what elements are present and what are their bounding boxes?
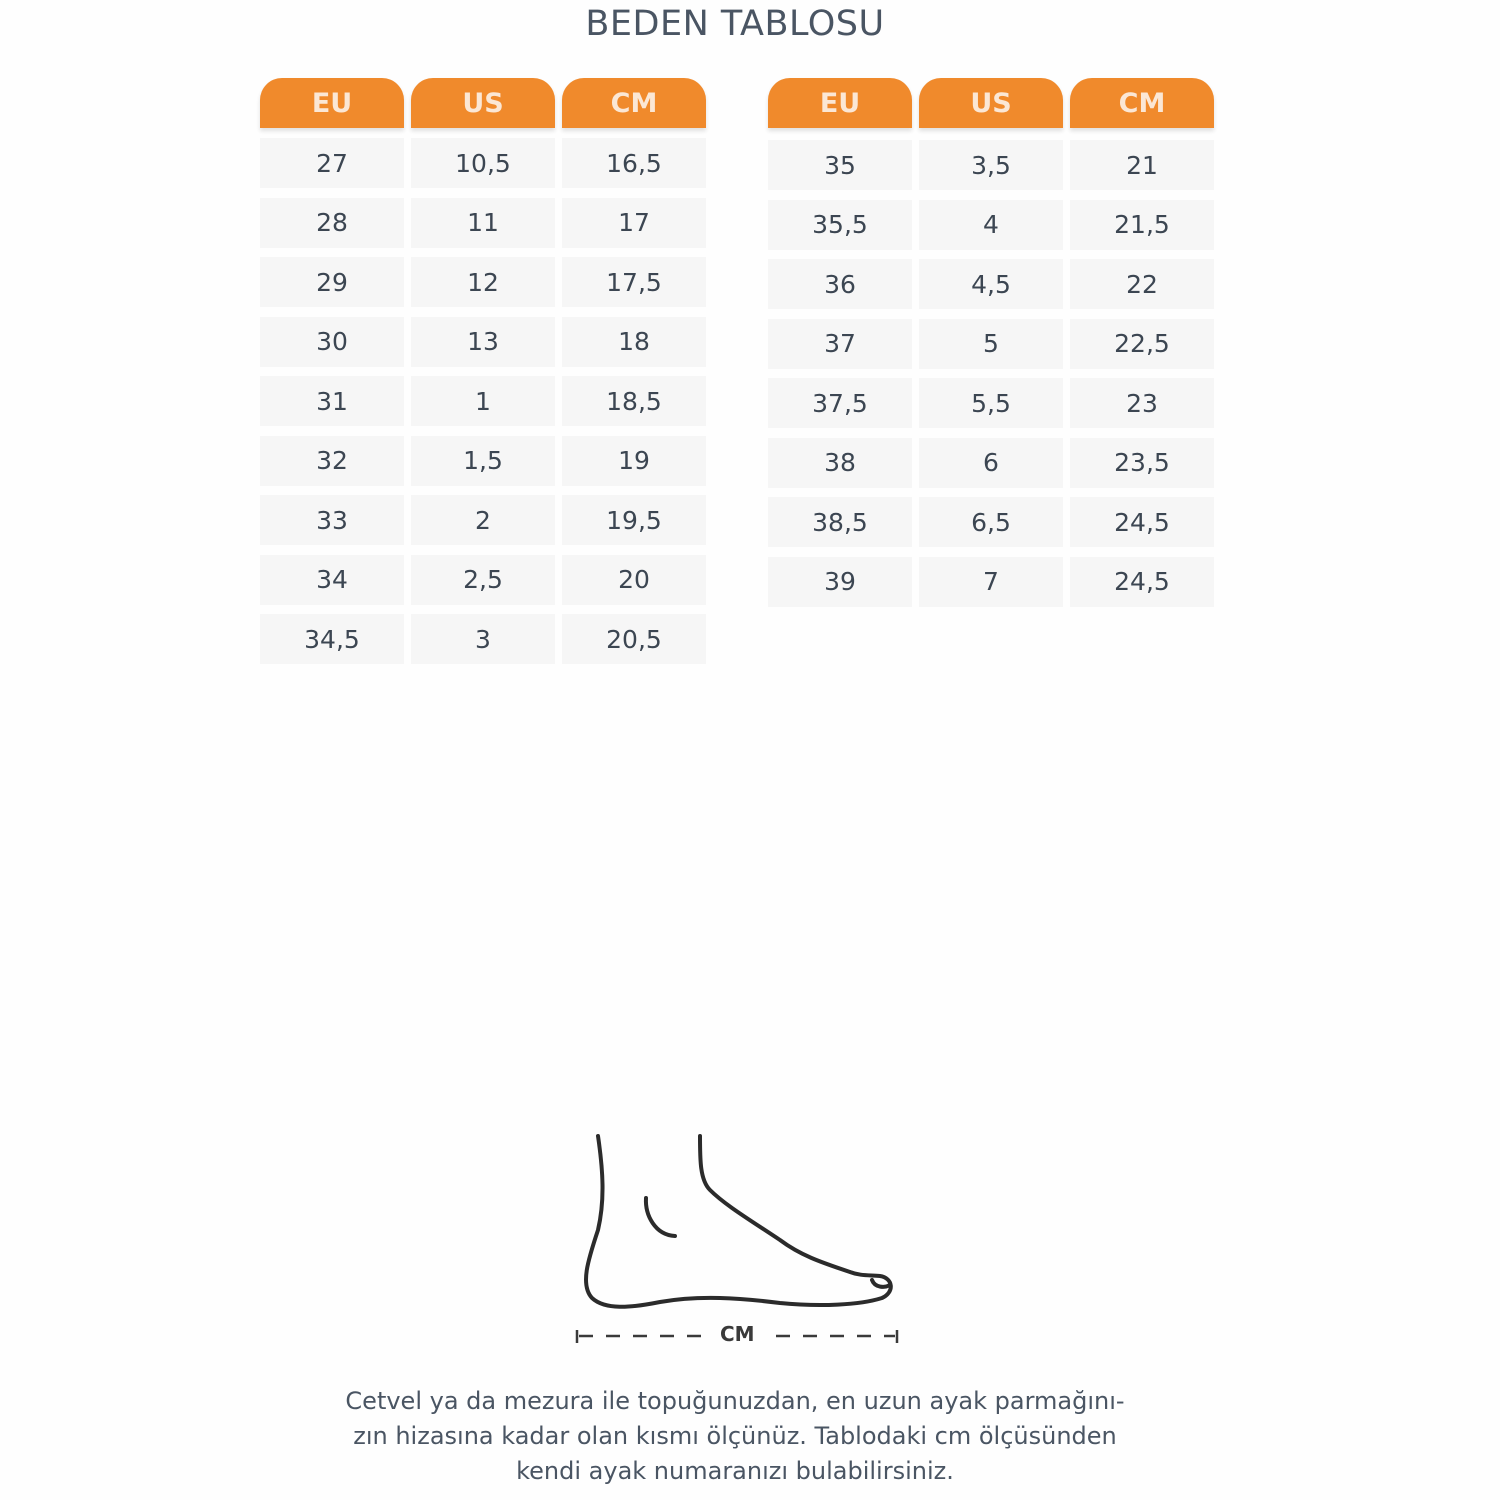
cell-cm: 18,5 [562,376,706,426]
cell-cm: 22 [1070,259,1214,309]
cell-cm: 21,5 [1070,199,1214,250]
cell-us: 2 [411,495,555,545]
cell-cm: 18 [562,316,706,367]
cell-us: 13 [411,316,555,367]
cell-eu: 36 [768,259,912,309]
measure-label: CM [720,1322,755,1346]
header-eu: EU [768,78,912,128]
cell-us: 4 [919,199,1063,250]
cell-eu: 35 [768,140,912,190]
table-row: 30 13 18 [260,316,706,367]
cell-us: 1 [411,376,555,426]
cell-cm: 20,5 [562,614,706,664]
cell-cm: 19,5 [562,495,706,545]
table-row: 35,5 4 21,5 [768,199,1214,250]
cell-eu: 37,5 [768,378,912,428]
table-row: 34 2,5 20 [260,554,706,605]
cell-eu: 27 [260,138,404,188]
table-header: EU US CM [768,78,1214,128]
cell-us: 4,5 [919,259,1063,309]
cell-cm: 23,5 [1070,437,1214,488]
cell-us: 12 [411,257,555,307]
cell-us: 11 [411,197,555,248]
foot-outline-icon [575,1134,899,1343]
cell-us: 3,5 [919,140,1063,190]
table-row: 33 2 19,5 [260,495,706,545]
table-row: 34,5 3 20,5 [260,614,706,664]
header-us: US [919,78,1063,128]
cell-us: 6 [919,437,1063,488]
table-row: 38 6 23,5 [768,437,1214,488]
cell-cm: 22,5 [1070,318,1214,369]
header-cm: CM [1070,78,1214,128]
cell-eu: 38 [768,437,912,488]
table-row: 31 1 18,5 [260,376,706,426]
cell-eu: 39 [768,556,912,607]
table-row: 37 5 22,5 [768,318,1214,369]
cell-us: 5,5 [919,378,1063,428]
cell-us: 6,5 [919,497,1063,547]
cell-cm: 19 [562,435,706,486]
note-line-2: zın hizasına kadar olan kısmı ölçünüz. T… [353,1422,1117,1450]
table-row: 29 12 17,5 [260,257,706,307]
cell-cm: 16,5 [562,138,706,188]
cell-eu: 32 [260,435,404,486]
cell-us: 10,5 [411,138,555,188]
size-table-left: EU US CM 27 10,5 16,5 28 11 17 29 12 17,5 30 13 18 3… [260,78,706,674]
cell-cm: 24,5 [1070,556,1214,607]
table-row: 35 3,5 21 [768,140,1214,190]
cell-eu: 31 [260,376,404,426]
table-row: 32 1,5 19 [260,435,706,486]
cell-us: 3 [411,614,555,664]
cell-cm: 20 [562,554,706,605]
cell-eu: 35,5 [768,199,912,250]
cell-cm: 23 [1070,378,1214,428]
note-line-3: kendi ayak numaranızı bulabilirsiniz. [516,1457,954,1485]
cell-us: 7 [919,556,1063,607]
table-header: EU US CM [260,78,706,128]
cell-us: 5 [919,318,1063,369]
cell-cm: 17 [562,197,706,248]
table-row: 37,5 5,5 23 [768,378,1214,428]
header-us: US [411,78,555,128]
cell-eu: 29 [260,257,404,307]
cell-eu: 37 [768,318,912,369]
cell-eu: 34 [260,554,404,605]
measurement-instructions: Cetvel ya da mezura ile topuğunuzdan, en… [300,1384,1170,1489]
cell-eu: 34,5 [260,614,404,664]
cell-eu: 30 [260,316,404,367]
cell-eu: 33 [260,495,404,545]
size-table-right: EU US CM 35 3,5 21 35,5 4 21,5 36 4,5 22 37 5 22,5 3… [768,78,1214,616]
cell-cm: 24,5 [1070,497,1214,547]
cell-eu: 38,5 [768,497,912,547]
table-row: 38,5 6,5 24,5 [768,497,1214,547]
table-row: 36 4,5 22 [768,259,1214,309]
cell-eu: 28 [260,197,404,248]
header-eu: EU [260,78,404,128]
header-cm: CM [562,78,706,128]
page-title: BEDEN TABLOSU [585,4,885,44]
cell-us: 2,5 [411,554,555,605]
note-line-1: Cetvel ya da mezura ile topuğunuzdan, en… [345,1387,1125,1415]
cell-us: 1,5 [411,435,555,486]
cell-cm: 17,5 [562,257,706,307]
cell-cm: 21 [1070,140,1214,190]
table-row: 28 11 17 [260,197,706,248]
table-row: 27 10,5 16,5 [260,138,706,188]
table-row: 39 7 24,5 [768,556,1214,607]
